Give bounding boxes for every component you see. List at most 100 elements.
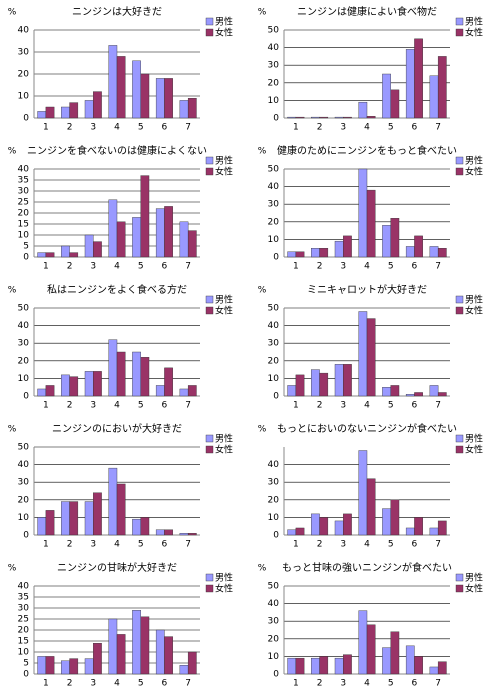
legend-label: 女性	[215, 305, 233, 317]
x-tick-label: 2	[67, 123, 73, 133]
x-tick-label: 1	[293, 540, 299, 550]
chart-title: もっと甘味の強いニンジンが食べたい	[282, 561, 452, 574]
y-axis-label: %	[258, 286, 267, 296]
bar	[93, 91, 102, 119]
bar	[295, 116, 305, 119]
legend-label: 女性	[465, 583, 483, 595]
bar	[319, 656, 329, 675]
y-tick-label: 20	[268, 356, 280, 366]
chart-title: 私はニンジンをよく食べる方だ	[47, 283, 187, 296]
bar	[45, 106, 55, 119]
y-tick-label: 30	[268, 617, 280, 627]
bar	[84, 501, 94, 536]
y-tick-label: 15	[18, 637, 29, 647]
y-tick-label: 10	[268, 652, 280, 662]
legend-label: 女性	[465, 166, 483, 178]
y-tick-label: 0	[23, 253, 29, 263]
y-tick-label: 10	[18, 513, 30, 523]
y-tick-label: 40	[268, 321, 280, 331]
y-axis-label: %	[258, 147, 267, 157]
bar	[429, 527, 439, 536]
x-tick-label: 7	[185, 123, 191, 133]
chart-title: ニンジンを食べないのは健康によくない	[27, 144, 207, 157]
x-tick-label: 5	[138, 679, 144, 689]
bar	[187, 651, 197, 675]
legend-swatch	[205, 445, 214, 454]
y-tick-label: 0	[23, 114, 29, 124]
x-tick-label: 5	[138, 262, 144, 272]
y-tick-label: 0	[23, 670, 29, 680]
x-tick-label: 5	[138, 123, 144, 133]
x-tick-label: 1	[293, 679, 299, 689]
legend-label: 男性	[465, 294, 483, 306]
bar	[414, 517, 423, 536]
y-tick-label: 50	[268, 26, 280, 36]
x-tick-label: 5	[138, 540, 144, 550]
bar	[187, 230, 197, 258]
bar	[366, 116, 376, 119]
bar	[334, 116, 344, 119]
chart-title: もっとにおいのないニンジンが食べたい	[277, 422, 457, 435]
y-tick-label: 30	[268, 61, 280, 71]
bar	[132, 610, 141, 675]
chart-title: 健康のためにニンジンをもっと食べたい	[277, 144, 457, 157]
x-tick-label: 2	[317, 401, 323, 411]
y-axis-label: %	[8, 286, 17, 296]
x-tick-label: 7	[435, 540, 441, 550]
y-tick-label: 20	[18, 356, 30, 366]
bar	[334, 520, 344, 536]
bar	[45, 656, 55, 675]
bar	[414, 656, 423, 675]
bar	[295, 374, 305, 397]
legend-label: 女性	[215, 166, 233, 178]
bar	[93, 492, 102, 536]
bar	[37, 517, 47, 536]
y-tick-label: 10	[268, 513, 280, 523]
bar	[382, 387, 391, 397]
bar	[179, 100, 189, 119]
y-tick-label: 20	[18, 209, 30, 219]
legend-label: 男性	[215, 294, 233, 306]
bar	[437, 247, 447, 258]
x-tick-label: 3	[340, 123, 346, 133]
legend-swatch	[205, 156, 214, 165]
x-tick-label: 2	[317, 679, 323, 689]
bar	[295, 657, 305, 675]
y-tick-label: 30	[18, 604, 30, 614]
x-tick-label: 2	[67, 540, 73, 550]
legend-label: 女性	[215, 27, 233, 39]
x-tick-label: 6	[162, 401, 168, 411]
x-tick-label: 1	[43, 540, 49, 550]
bar	[69, 501, 79, 536]
x-tick-label: 3	[340, 679, 346, 689]
legend-swatch	[205, 295, 214, 304]
bar	[334, 364, 344, 397]
x-tick-label: 3	[90, 262, 96, 272]
bar	[116, 483, 126, 536]
y-tick-label: 40	[18, 321, 30, 331]
x-tick-label: 3	[340, 401, 346, 411]
bar	[45, 252, 55, 258]
x-tick-label: 3	[90, 123, 96, 133]
y-axis-label: %	[258, 8, 267, 18]
chart-title: ミニキャロットが大好きだ	[307, 283, 427, 296]
x-tick-label: 4	[364, 540, 370, 550]
bar	[358, 168, 368, 258]
x-tick-label: 3	[340, 540, 346, 550]
legend-label: 男性	[465, 16, 483, 28]
bar	[382, 647, 391, 675]
bar	[319, 517, 329, 536]
bar	[187, 97, 197, 119]
bar	[164, 636, 173, 675]
bar	[108, 618, 118, 675]
bar	[37, 111, 47, 119]
legend-swatch	[455, 295, 464, 304]
bar	[132, 518, 141, 536]
bar	[108, 199, 118, 258]
y-tick-label: 30	[18, 478, 30, 488]
legend-swatch	[455, 434, 464, 443]
legend-label: 女性	[465, 27, 483, 39]
bar	[366, 189, 376, 258]
chart-title: ニンジンは健康によい食べ物だ	[297, 5, 437, 18]
bar	[405, 394, 415, 397]
